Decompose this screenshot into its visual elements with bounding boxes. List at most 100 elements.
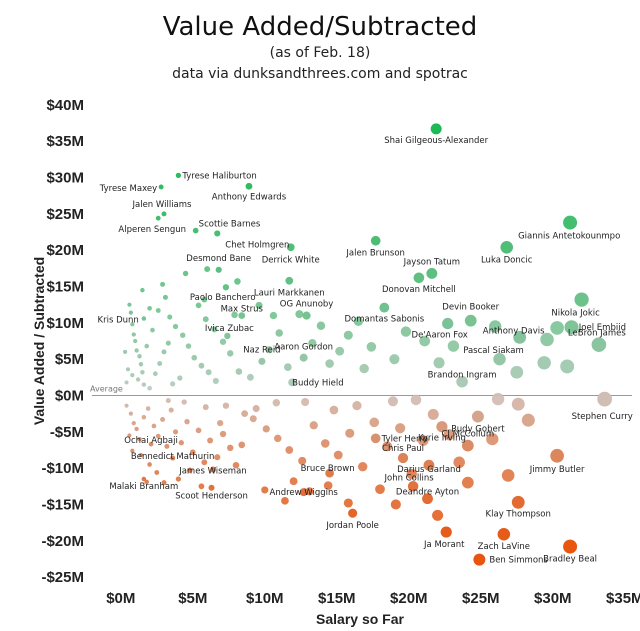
player-label: Tyler Herro bbox=[381, 434, 428, 444]
player-point bbox=[299, 353, 308, 362]
player-point bbox=[144, 479, 150, 485]
player-label: Donovan Mitchell bbox=[382, 285, 456, 295]
player-point bbox=[190, 449, 196, 455]
player-point bbox=[563, 215, 578, 230]
player-point bbox=[352, 401, 362, 411]
player-point bbox=[407, 481, 419, 492]
player-point bbox=[329, 405, 339, 415]
player-point bbox=[406, 468, 417, 480]
player-label: Darius Garland bbox=[397, 465, 461, 475]
player-label: Chet Holmgren bbox=[225, 240, 289, 250]
player-point bbox=[211, 326, 218, 333]
player-point bbox=[447, 340, 460, 352]
player-label: Ivica Zubac bbox=[205, 324, 254, 334]
player-label: Jordan Poole bbox=[325, 521, 379, 531]
player-point bbox=[212, 377, 219, 385]
player-label: Naz Reid bbox=[243, 345, 280, 355]
player-point bbox=[510, 365, 524, 379]
player-point bbox=[155, 433, 161, 439]
player-point bbox=[255, 301, 263, 309]
player-point bbox=[241, 410, 249, 418]
player-point bbox=[208, 484, 215, 491]
player-point bbox=[177, 375, 183, 381]
player-point bbox=[227, 350, 234, 357]
player-label: Pascal Siakam bbox=[463, 346, 524, 356]
player-point bbox=[158, 184, 164, 190]
player-point bbox=[164, 443, 170, 449]
player-point bbox=[369, 417, 380, 428]
player-label: Jayson Tatum bbox=[403, 257, 460, 267]
player-point bbox=[195, 302, 202, 309]
player-point bbox=[141, 316, 147, 321]
player-point bbox=[133, 338, 138, 344]
player-point bbox=[464, 314, 477, 327]
player-point bbox=[261, 486, 269, 494]
player-point bbox=[165, 340, 171, 346]
player-label: CJ McCollum bbox=[441, 430, 494, 440]
player-label: Jalen Williams bbox=[132, 200, 193, 210]
player-label: Anthony Edwards bbox=[212, 192, 287, 202]
player-point bbox=[333, 450, 343, 460]
player-point bbox=[473, 553, 486, 566]
y-tick-label: $20M bbox=[46, 242, 84, 259]
player-point bbox=[138, 362, 144, 367]
y-tick-label: $10M bbox=[46, 315, 84, 332]
player-label: Buddy Hield bbox=[292, 378, 343, 388]
player-label: Bradley Beal bbox=[543, 555, 597, 565]
player-label: Scottie Barnes bbox=[199, 220, 261, 230]
x-tick-label: $30M bbox=[534, 590, 572, 607]
player-point bbox=[140, 287, 145, 293]
player-point bbox=[422, 493, 433, 505]
player-point bbox=[442, 317, 454, 330]
player-point bbox=[500, 240, 514, 254]
player-point bbox=[417, 435, 429, 446]
player-point bbox=[486, 432, 499, 446]
player-point bbox=[134, 426, 139, 432]
player-label: De'Aaron Fox bbox=[412, 331, 468, 341]
player-point bbox=[141, 476, 147, 482]
player-point bbox=[131, 420, 136, 426]
player-point bbox=[160, 416, 166, 422]
player-point bbox=[389, 354, 400, 365]
y-tick-label: $15M bbox=[46, 279, 84, 296]
player-point bbox=[224, 332, 231, 340]
player-point bbox=[137, 354, 142, 359]
player-point bbox=[238, 312, 246, 319]
player-point bbox=[209, 466, 216, 473]
player-label: Paolo Banchero bbox=[190, 293, 256, 303]
player-point bbox=[288, 378, 297, 387]
player-point bbox=[370, 235, 381, 246]
player-point bbox=[205, 369, 212, 376]
player-label: Aaron Gordon bbox=[274, 343, 333, 353]
y-axis-label: Value Added / Subtracted bbox=[31, 257, 47, 425]
player-point bbox=[591, 337, 607, 352]
chart-title: Value Added/Subtracted bbox=[162, 12, 478, 42]
player-point bbox=[456, 375, 468, 388]
player-point bbox=[497, 527, 511, 541]
player-point bbox=[537, 356, 551, 370]
player-point bbox=[150, 327, 155, 333]
player-point bbox=[147, 305, 152, 311]
player-point bbox=[285, 446, 294, 454]
player-point bbox=[238, 441, 246, 449]
player-point bbox=[382, 441, 393, 452]
player-point bbox=[359, 363, 369, 374]
chart-subtitle-source: data via dunksandthrees.com and spotrac bbox=[172, 66, 468, 82]
player-point bbox=[461, 439, 474, 452]
player-point bbox=[246, 373, 254, 381]
player-label: Giannis Antetokounmpo bbox=[518, 232, 620, 242]
player-point bbox=[219, 338, 227, 345]
player-label: Ben Simmons bbox=[489, 556, 548, 566]
player-point bbox=[165, 398, 171, 404]
player-point bbox=[195, 427, 202, 434]
player-point bbox=[155, 215, 161, 221]
player-point bbox=[489, 320, 502, 333]
player-label: Luka Doncic bbox=[481, 255, 533, 265]
player-point bbox=[135, 377, 141, 382]
y-tick-label: -$15M bbox=[41, 496, 84, 513]
player-point bbox=[433, 357, 445, 369]
player-point bbox=[301, 397, 310, 407]
player-point bbox=[302, 311, 311, 320]
player-point bbox=[285, 276, 294, 285]
